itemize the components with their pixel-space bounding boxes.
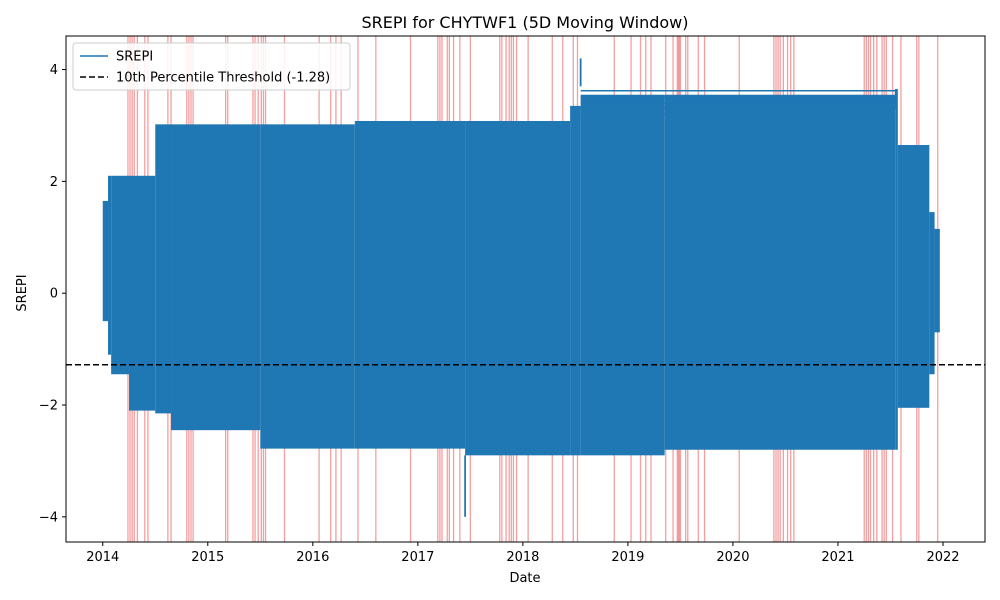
- x-tick-label: 2017: [401, 550, 434, 565]
- legend: SREPI 10th Percentile Threshold (-1.28): [72, 42, 351, 91]
- axes: [65, 35, 986, 543]
- x-tick-label: 2014: [86, 550, 119, 565]
- axes-frame: [65, 35, 986, 543]
- y-tick-label: 2: [50, 175, 58, 190]
- y-tick-label: 0: [50, 287, 58, 302]
- y-tick-label: −4: [39, 510, 58, 525]
- srepi-band-segment: [108, 175, 112, 355]
- y-axis-label: SREPI: [15, 274, 30, 311]
- y-tick-label: −2: [39, 399, 58, 414]
- legend-label-threshold: 10th Percentile Threshold (-1.28): [116, 71, 330, 86]
- srepi-band-segment: [260, 124, 355, 449]
- srepi-band-segment: [102, 200, 109, 322]
- x-tick-label: 2020: [716, 550, 749, 565]
- srepi-band-segment: [897, 145, 930, 408]
- srepi-band-segment: [354, 120, 466, 449]
- x-tick-label: 2021: [821, 550, 854, 565]
- x-tick-label: 2016: [296, 550, 329, 565]
- srepi-band-segment: [934, 228, 940, 333]
- y-tick-label: 4: [50, 63, 58, 78]
- srepi-band-segment: [111, 175, 130, 375]
- srepi-band-segment: [664, 94, 896, 450]
- x-axis-label: Date: [509, 571, 540, 586]
- srepi-band-segment: [129, 175, 156, 411]
- x-tick-label: 2022: [926, 550, 959, 565]
- srepi-band-segment: [155, 124, 172, 414]
- x-axis-ticks: 2014 2015 2016 2017 2018 2019 2020 2021 2022: [86, 542, 960, 565]
- srepi-band-segment: [895, 89, 898, 450]
- x-tick-label: 2019: [611, 550, 644, 565]
- srepi-band-segment: [929, 212, 935, 375]
- legend-box: [72, 42, 351, 91]
- srepi-series: [102, 58, 940, 517]
- srepi-band-segment: [570, 105, 581, 456]
- x-tick-label: 2018: [506, 550, 539, 565]
- y-axis-ticks: −4 −2 0 2 4: [39, 63, 66, 525]
- srepi-band-segment: [580, 94, 665, 456]
- chart-title: SREPI for CHYTWF1 (5D Moving Window): [361, 13, 688, 32]
- srepi-band-segment: [171, 124, 261, 431]
- srepi-band-segment: [465, 120, 571, 456]
- legend-label-srepi: SREPI: [116, 50, 153, 65]
- x-tick-label: 2015: [191, 550, 224, 565]
